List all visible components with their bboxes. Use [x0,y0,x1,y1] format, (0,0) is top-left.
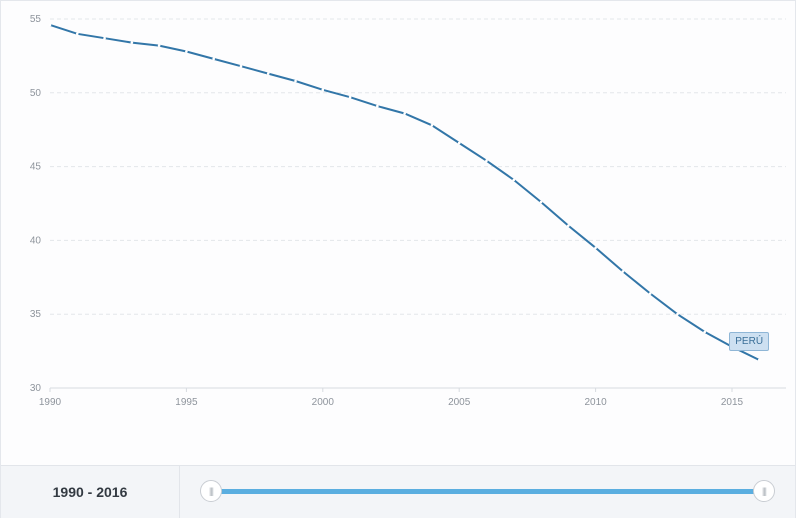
data-point[interactable] [703,330,707,334]
data-point[interactable] [676,312,679,316]
axis-layer: 30 35 40 45 50 55 1990 1995 2000 2005 2010 2015 [30,14,744,408]
data-point[interactable] [594,246,597,250]
data-point[interactable] [757,358,761,362]
data-point[interactable] [130,41,134,44]
series-layer [48,23,761,362]
data-point[interactable] [103,36,106,40]
data-point[interactable] [266,72,270,75]
y-tick-label: 45 [30,162,42,173]
data-point[interactable] [621,270,625,273]
x-tick-label: 2005 [448,397,471,408]
data-point[interactable] [348,95,352,99]
data-point[interactable] [567,224,570,227]
data-point[interactable] [376,104,379,108]
x-tick-label: 2000 [312,397,335,408]
year-range-label: 1990 - 2016 [1,466,180,518]
y-tick-label: 30 [30,383,42,394]
data-point[interactable] [185,50,188,53]
range-slider-end-handle[interactable]: ||| [753,480,775,502]
data-point[interactable] [321,88,325,92]
data-point[interactable] [430,123,434,127]
data-point[interactable] [648,292,652,295]
series-label-peru: PERÚ [729,331,770,351]
data-point[interactable] [239,64,243,68]
series-line [49,23,760,361]
data-point[interactable] [75,32,79,36]
data-point[interactable] [457,141,461,145]
data-point[interactable] [485,159,488,162]
data-point[interactable] [539,200,543,204]
range-slider-track[interactable] [211,489,764,494]
data-point[interactable] [403,112,406,115]
range-footer: 1990 - 2016 ||| ||| [1,465,795,518]
data-point[interactable] [294,79,297,83]
data-point[interactable] [212,57,215,61]
y-tick-label: 40 [30,235,42,246]
x-tick-label: 1990 [39,397,62,408]
data-point[interactable] [157,44,161,47]
x-tick-label: 2015 [721,397,744,408]
data-point[interactable] [512,178,516,182]
y-tick-label: 35 [30,309,42,320]
line-chart: 30 35 40 45 50 55 1990 1995 2000 2005 2010 2015 [30,14,786,408]
y-tick-label: 55 [30,14,42,25]
data-point[interactable] [48,23,52,27]
x-tick-label: 1995 [175,397,198,408]
grid-layer [50,18,786,389]
range-slider-start-handle[interactable]: ||| [200,480,222,502]
y-tick-label: 50 [30,88,42,99]
x-tick-label: 2010 [584,397,607,408]
